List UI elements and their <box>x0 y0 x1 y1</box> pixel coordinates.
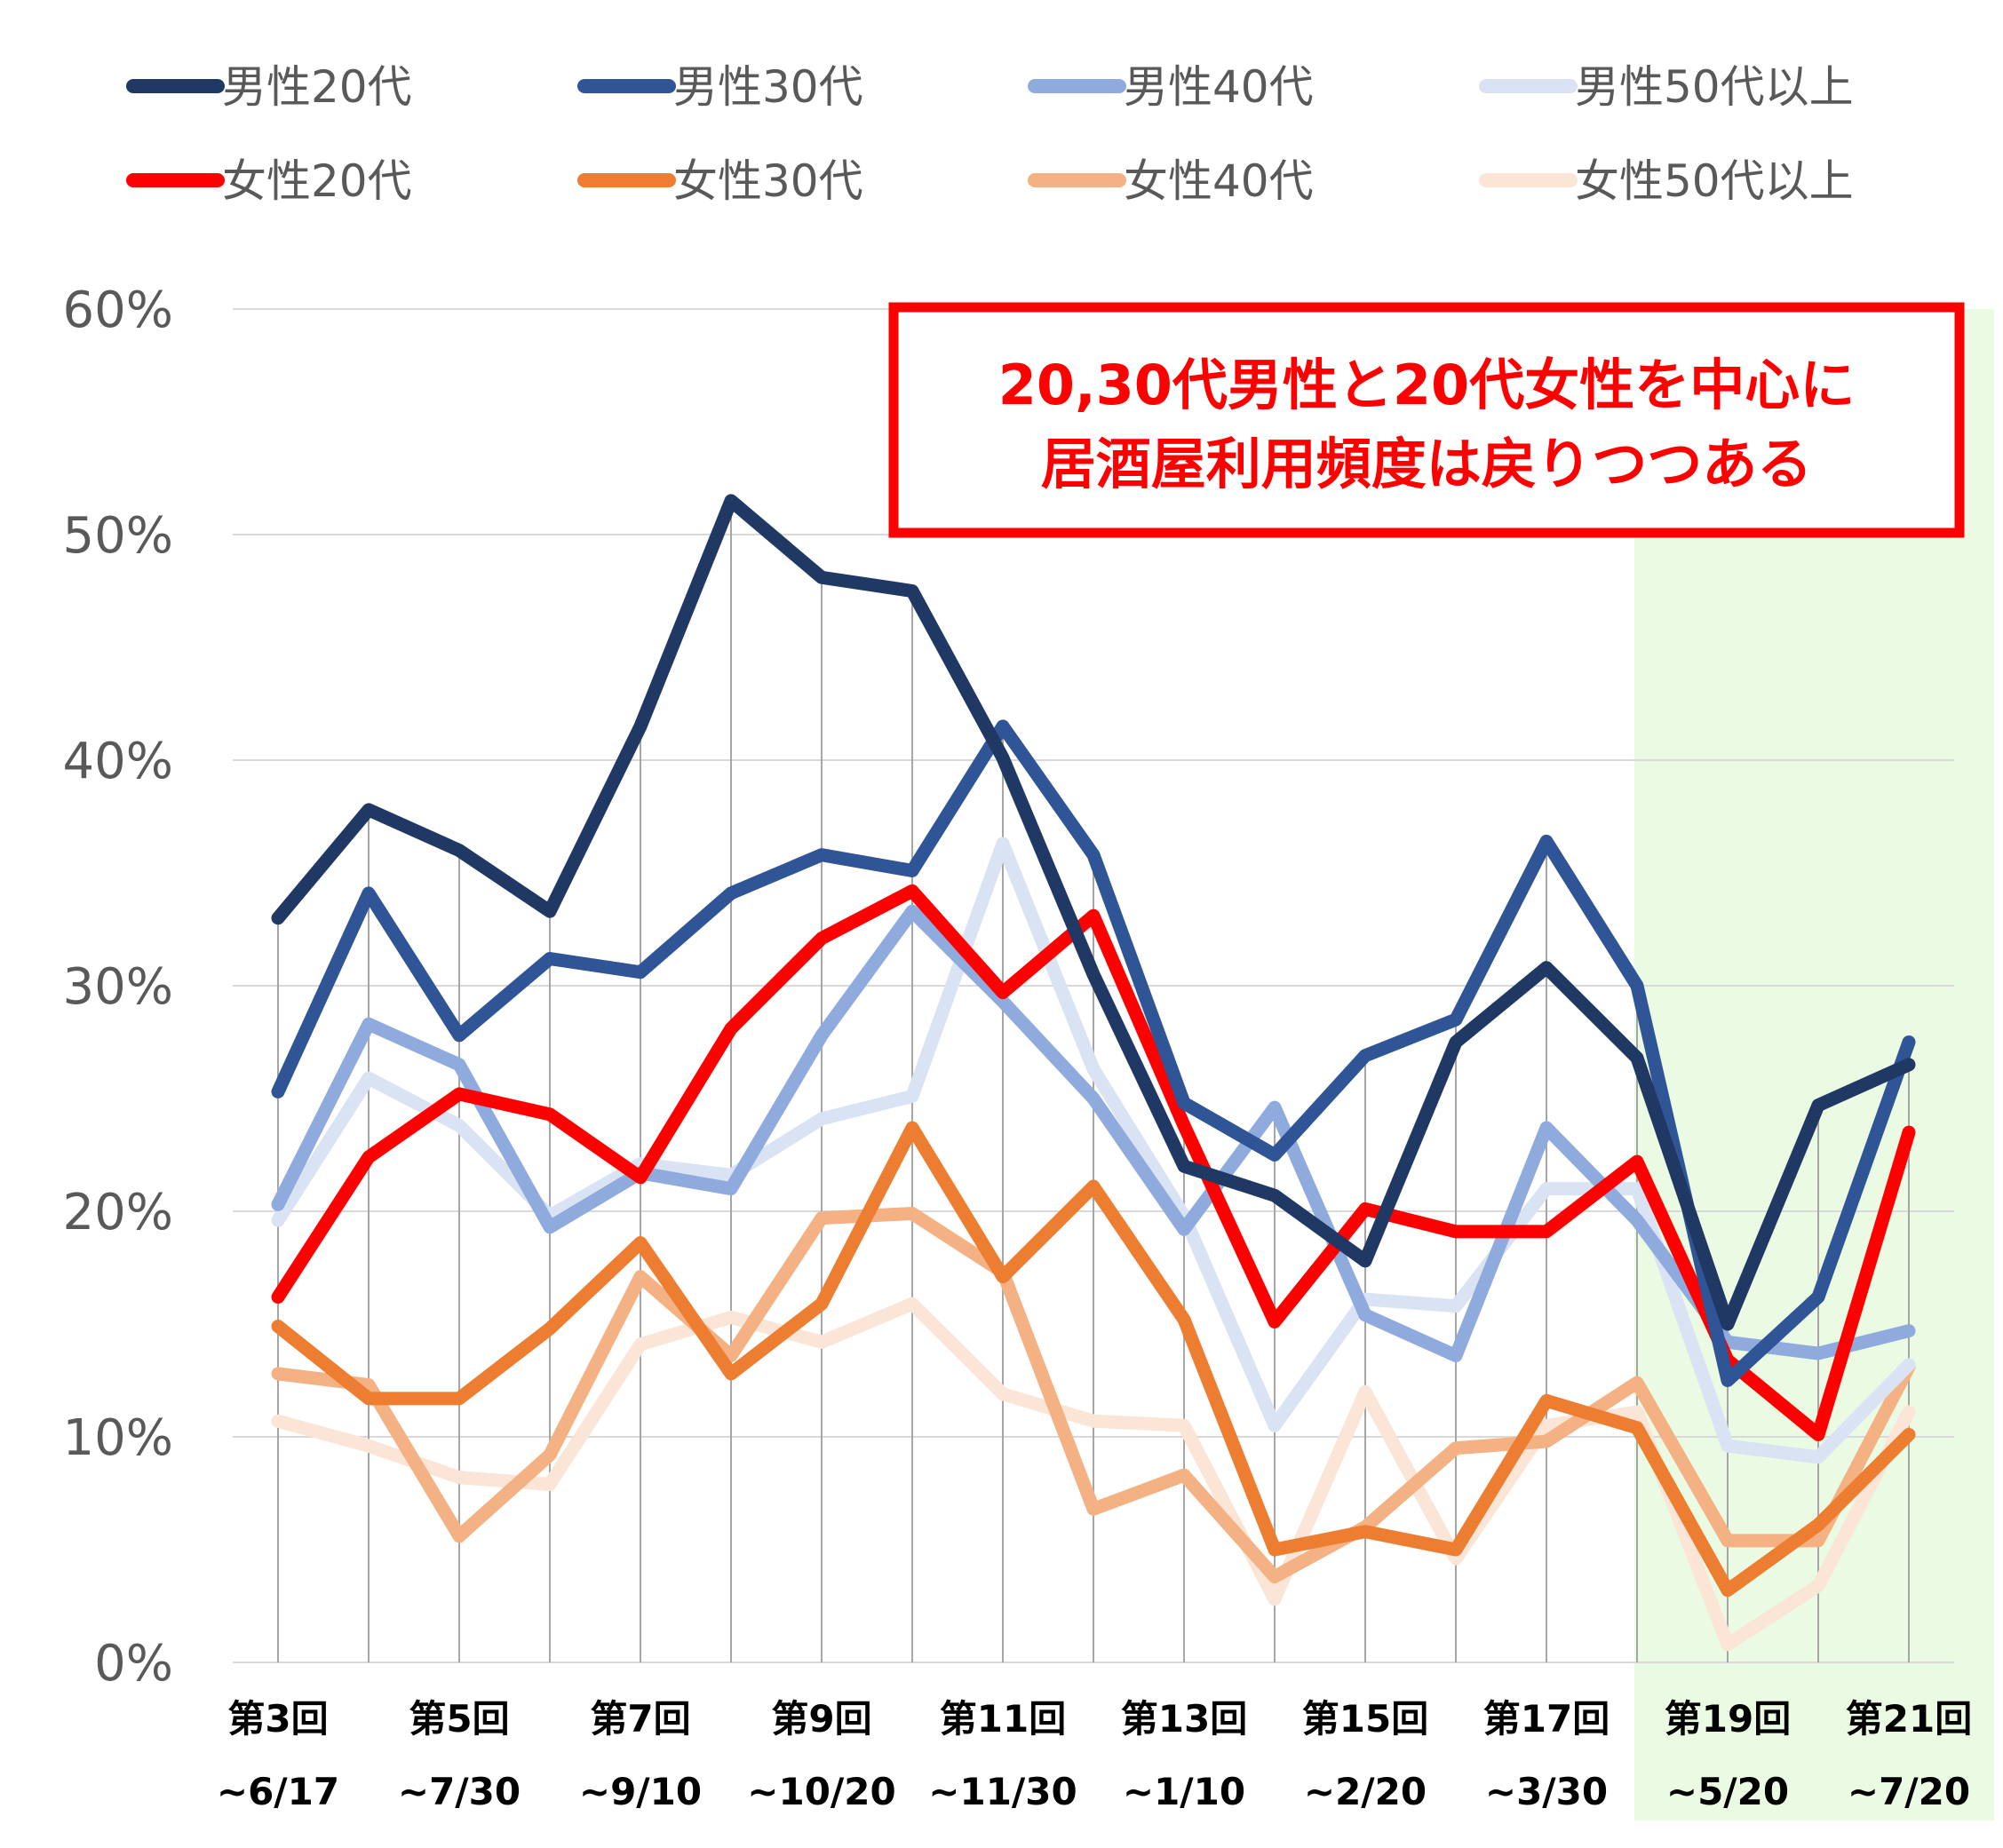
x-tick-round: 第17回 <box>1483 1697 1610 1741</box>
series-line <box>271 1121 1916 1598</box>
legend-label: 女性30代 <box>673 155 863 207</box>
callout-line-1: 20,30代男性と20代女性を中心に <box>998 353 1855 417</box>
callout-annotation: 20,30代男性と20代女性を中心に 居酒屋利用頻度は戻りつつある <box>888 302 1965 538</box>
y-tick-label: 60% <box>63 282 173 339</box>
x-tick-round: 第13回 <box>1121 1697 1247 1741</box>
legend-label: 男性20代 <box>222 61 412 113</box>
legend-label: 女性20代 <box>222 155 412 207</box>
legend-label: 女性50代以上 <box>1575 155 1854 207</box>
y-tick-label: 0% <box>94 1635 173 1693</box>
series-line <box>271 494 1916 1331</box>
x-tick-date: ~9/10 <box>579 1770 702 1813</box>
y-tick-label: 10% <box>63 1409 173 1467</box>
callout-line-2: 居酒屋利用頻度は戻りつつある <box>1041 432 1813 496</box>
y-tick-label: 20% <box>63 1184 173 1241</box>
y-tick-label: 50% <box>63 507 173 565</box>
x-tick-date: ~10/20 <box>747 1770 895 1813</box>
series-line <box>271 904 1916 1363</box>
x-axis-ticks: 第3回 ~6/17 第5回 ~7/30 第7回 ~9/10 第9回 ~10/20 第11回 ~11… <box>217 1697 1972 1813</box>
x-tick-date: ~7/30 <box>398 1770 521 1813</box>
legend-label: 女性40代 <box>1124 155 1314 207</box>
x-tick-date: ~2/20 <box>1304 1770 1427 1813</box>
x-tick-date: ~3/30 <box>1485 1770 1608 1813</box>
x-tick-date: ~6/17 <box>217 1770 339 1813</box>
x-tick-round: 第21回 <box>1846 1697 1972 1741</box>
x-tick-round: 第5回 <box>409 1697 509 1741</box>
callout-box <box>888 302 1965 538</box>
x-tick-round: 第9回 <box>771 1697 871 1741</box>
x-tick-round: 第11回 <box>940 1697 1066 1741</box>
legend-label: 男性30代 <box>673 61 863 113</box>
legend-label: 男性40代 <box>1124 61 1314 113</box>
x-tick-date: ~1/10 <box>1123 1770 1245 1813</box>
x-tick-date: ~5/20 <box>1666 1770 1789 1813</box>
x-tick-date: ~7/20 <box>1848 1770 1970 1813</box>
series-lines <box>271 494 1916 1652</box>
series-line <box>271 719 1916 1387</box>
x-tick-round: 第3回 <box>227 1697 328 1741</box>
x-tick-round: 第7回 <box>590 1697 690 1741</box>
y-tick-label: 40% <box>63 733 173 790</box>
y-tick-label: 30% <box>63 958 173 1016</box>
y-axis-ticks: 0% 10% 20% 30% 40% 50% 60% <box>63 282 173 1693</box>
legend-label: 男性50代以上 <box>1575 61 1854 113</box>
x-tick-round: 第19回 <box>1665 1697 1791 1741</box>
series-line <box>271 884 1916 1441</box>
x-tick-round: 第15回 <box>1302 1697 1428 1741</box>
series-line <box>271 1297 1916 1652</box>
x-tick-date: ~11/30 <box>928 1770 1077 1813</box>
series-line <box>271 1207 1916 1583</box>
